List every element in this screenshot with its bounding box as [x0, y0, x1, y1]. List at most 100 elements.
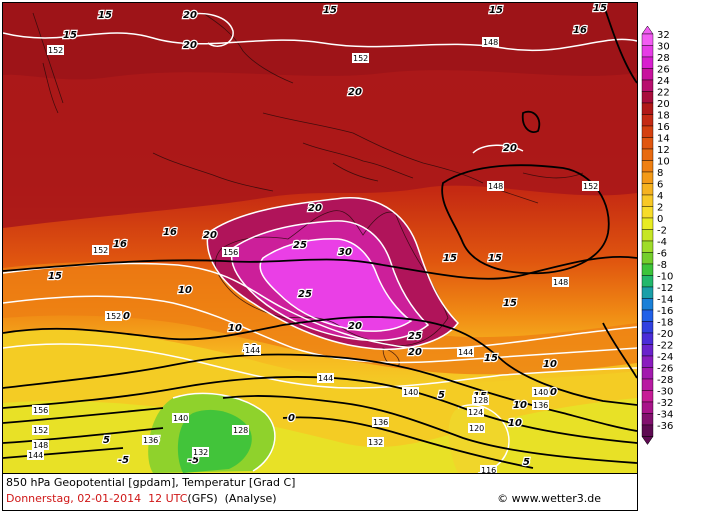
legend-label: -18 [657, 318, 673, 329]
legend-label: 4 [657, 191, 663, 202]
legend-swatch [641, 171, 654, 184]
geopotential-label-box [32, 405, 49, 415]
isotherm-label: 5 [103, 435, 110, 446]
legend-label: 30 [657, 42, 670, 53]
geopotential-label-box [352, 53, 369, 63]
legend-swatch [641, 344, 654, 357]
legend-swatch [641, 401, 654, 414]
legend-label: -24 [657, 352, 673, 363]
geopotential-label: 144 [458, 348, 473, 357]
geopotential-label: 140 [533, 388, 548, 397]
geopotential-label-box [372, 417, 389, 427]
isotherm-label: 10 [508, 418, 522, 429]
legend-label: 6 [657, 180, 663, 191]
isotherm-label: 10 [178, 285, 192, 296]
geopotential-label-box [487, 181, 504, 191]
isotherm-label: 15 [98, 10, 112, 21]
legend-label: 2 [657, 203, 663, 214]
cold-pool-east [448, 404, 509, 473]
geopotential-label: 152 [93, 246, 108, 255]
isotherm-label: 20 [183, 10, 197, 21]
legend-swatch [641, 79, 654, 92]
legend-swatch [641, 91, 654, 104]
legend-swatch [641, 321, 654, 334]
geopotential-label-box [532, 387, 549, 397]
legend-label: -4 [657, 237, 667, 248]
geopotential-label: 144 [245, 346, 260, 355]
legend-swatch [641, 332, 654, 345]
geopotential-label: 144 [318, 374, 333, 383]
geopotential-label: 140 [173, 414, 188, 423]
geopotential-label-box [192, 447, 209, 457]
legend-label: 0 [657, 214, 663, 225]
isotherm-label: -5 [118, 455, 129, 466]
legend-swatch [641, 137, 654, 150]
geopotential-label: 140 [403, 388, 418, 397]
isotherm-label: -5 [188, 455, 199, 466]
chart-title: 850 hPa Geopotential [gpdam], Temperatur… [6, 476, 296, 489]
isotherm-label: 5 [523, 457, 530, 468]
geopotential-label-box [105, 311, 122, 321]
geopotential-label-box [532, 400, 549, 410]
chart-footer: 850 hPa Geopotential [gpdam], Temperatur… [2, 474, 638, 511]
isotherm-label: 16 [573, 25, 587, 36]
geopotential-label: 152 [106, 312, 121, 321]
isotherms [3, 12, 637, 473]
geopotential-label-box [552, 277, 569, 287]
legend-swatch [641, 56, 654, 69]
legend-label: -28 [657, 375, 673, 386]
legend-swatch [641, 148, 654, 161]
isotherm-label: 15 [63, 30, 77, 41]
legend-label: 18 [657, 111, 670, 122]
isotherm-label: 20 [183, 40, 197, 51]
geopotential-label-box [222, 247, 239, 257]
isotherm-label: 25 [408, 331, 422, 342]
geopotential-label-box [367, 437, 384, 447]
geopotential-label-box [468, 423, 485, 433]
geopotential-label: 152 [48, 46, 63, 55]
isotherm-label: 15 [488, 253, 502, 264]
isotherm-label: 20 [503, 143, 517, 154]
isotherm-label: 15 [48, 271, 62, 282]
geopotential-label: 148 [483, 38, 498, 47]
legend-swatch [641, 298, 654, 311]
legend-swatch [641, 252, 654, 265]
geopotential-label-box [317, 373, 334, 383]
geopotential-label: 136 [143, 436, 158, 445]
geopotential-label-box [142, 435, 159, 445]
legend-label: 14 [657, 134, 670, 145]
geopotential-label-box [402, 387, 419, 397]
geopotential-label: 152 [33, 426, 48, 435]
geopotential-label: 124 [468, 408, 483, 417]
isotherm-label: 15 [323, 5, 337, 16]
geopotential-label: 148 [488, 182, 503, 191]
legend-swatch [641, 125, 654, 138]
legend-label: -6 [657, 249, 667, 260]
isotherm-label: 15 [593, 3, 607, 14]
geopotential-label-box [92, 245, 109, 255]
geopotential-label: 128 [233, 426, 248, 435]
legend-label: -32 [657, 398, 673, 409]
geopotential-label-box [472, 395, 489, 405]
legend-label: -8 [657, 260, 667, 271]
legend-swatch [641, 286, 654, 299]
geopotential-label-box [27, 450, 44, 460]
heat-dome-core [260, 238, 411, 332]
geopotential-label-box [232, 425, 249, 435]
legend-label: -2 [657, 226, 667, 237]
isotherm-label: 20 [408, 347, 422, 358]
temperature-legend: 32302826242220181614121086420-2-4-6-8-10… [641, 26, 673, 445]
geopotential-label-box [32, 440, 49, 450]
geopotential-label: 136 [533, 401, 548, 410]
legend-swatch [641, 45, 654, 58]
geopotential-label-box [480, 465, 497, 473]
site-credit: © www.wetter3.de [497, 492, 601, 505]
geopotential-label: 128 [473, 396, 488, 405]
isotherm-label: 16 [163, 227, 177, 238]
legend-label: 16 [657, 122, 670, 133]
chart-date: Donnerstag, 02-01-2014 12 UTC [6, 492, 188, 505]
legend-arrow-top [641, 26, 654, 35]
isotherm-label: 15 [489, 5, 503, 16]
isotherm-label: 30 [338, 247, 352, 258]
